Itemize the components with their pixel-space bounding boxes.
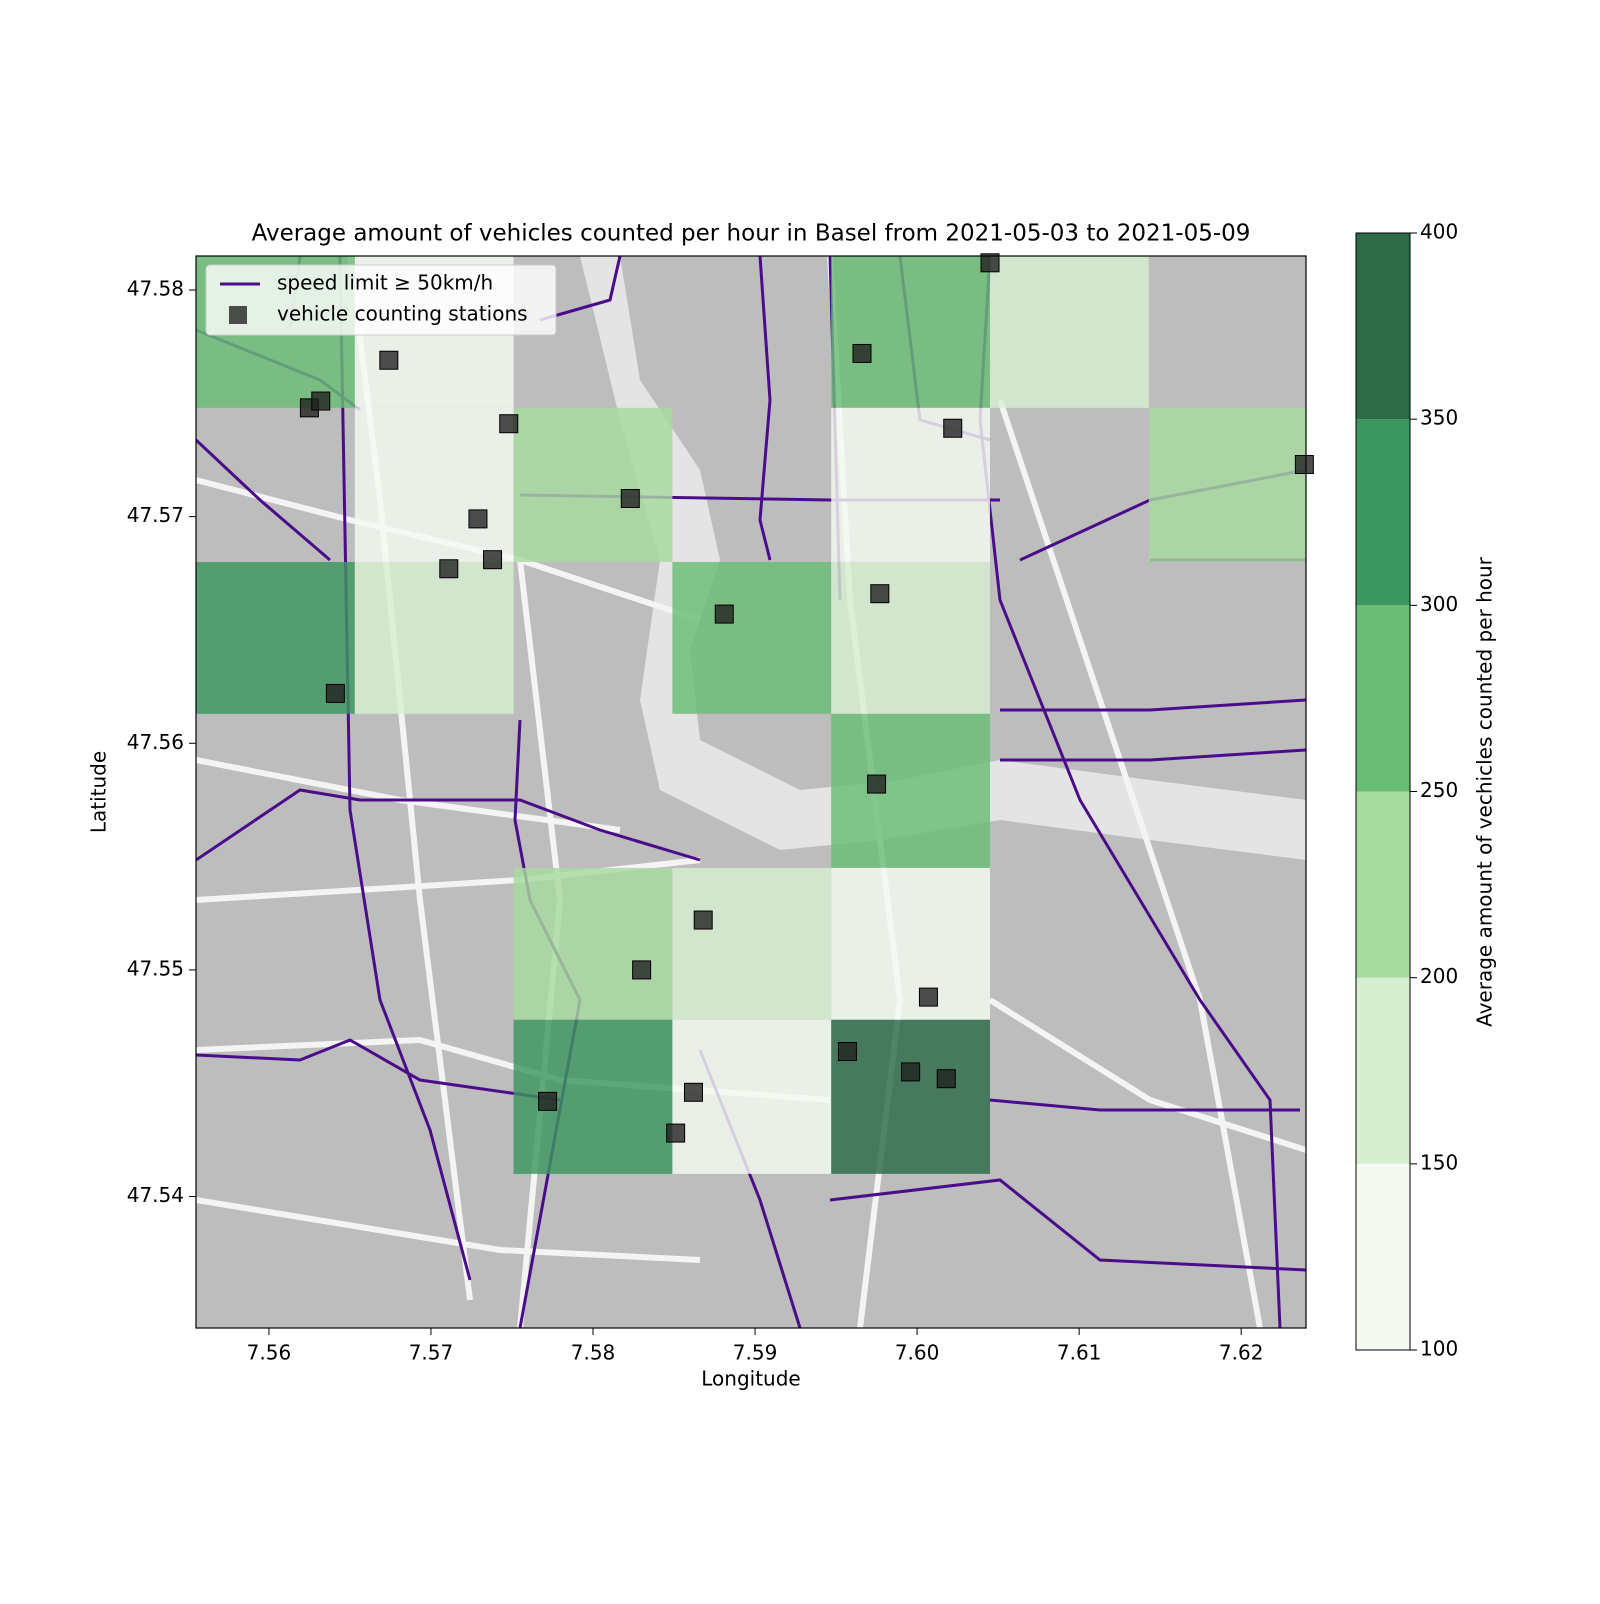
station (867, 774, 887, 794)
legend-box (205, 264, 557, 336)
heatmap-cell (990, 256, 1149, 408)
y-tick-label: 47.56 (127, 730, 184, 754)
station (870, 584, 890, 604)
heatmap-cell (354, 407, 514, 562)
station (311, 391, 331, 411)
colorbar-tick-label: 200 (1420, 964, 1458, 988)
colorbar-tick-label: 400 (1420, 220, 1458, 244)
heatmap-cell (831, 256, 991, 408)
x-axis-label: Longitude (701, 1367, 800, 1391)
heatmap-cell (831, 867, 991, 1020)
heatmap-cell (831, 561, 991, 714)
heatmap-cell (354, 561, 514, 714)
colorbar-segment (1356, 419, 1410, 606)
colorbar-tick-label: 250 (1420, 778, 1458, 802)
colorbar-segment (1356, 791, 1410, 978)
x-tick-label: 7.60 (895, 1341, 940, 1365)
colorbar-segment (1356, 605, 1410, 792)
station (901, 1062, 921, 1082)
heatmap-cell (672, 867, 832, 1020)
station (468, 509, 488, 529)
colorbar-tick-label: 300 (1420, 592, 1458, 616)
heatmap-cell (513, 407, 673, 562)
station (325, 683, 345, 703)
x-tick-label: 7.58 (571, 1341, 616, 1365)
colorbar-segment (1356, 977, 1410, 1164)
station (852, 343, 872, 363)
heatmap-cell (672, 561, 832, 714)
river (580, 256, 1306, 860)
y-tick-label: 47.55 (127, 956, 184, 980)
legend-label: speed limit ≥ 50km/h (277, 271, 493, 295)
colorbar-segment (1356, 1163, 1410, 1350)
heatmap-cell (513, 867, 673, 1020)
x-tick-label: 7.56 (247, 1341, 292, 1365)
station (918, 987, 938, 1007)
colorbar-label: Average amount of vechicles counted per … (1473, 556, 1497, 1027)
station (1294, 455, 1314, 475)
legend-label: vehicle counting stations (277, 302, 528, 326)
station (483, 550, 503, 570)
station (538, 1091, 558, 1111)
heatmap-cell (831, 713, 991, 868)
x-tick-label: 7.57 (409, 1341, 454, 1365)
chart-title: Average amount of vehicles counted per h… (252, 221, 1251, 247)
colorbar-tick-label: 150 (1420, 1150, 1458, 1174)
colorbar-tick-label: 100 (1420, 1337, 1458, 1361)
y-tick-label: 47.58 (127, 276, 184, 300)
station (693, 910, 713, 930)
colorbar-tick-label: 350 (1420, 406, 1458, 430)
station (980, 253, 1000, 273)
station (837, 1042, 857, 1062)
station (943, 418, 963, 438)
station (620, 489, 640, 509)
colorbar-segment (1356, 233, 1410, 420)
heatmap-cell (1148, 407, 1306, 562)
station (666, 1123, 686, 1143)
heatmap-cell (513, 1019, 673, 1174)
legend: speed limit ≥ 50km/h vehicle counting st… (205, 264, 557, 336)
station (499, 414, 519, 434)
station (379, 350, 399, 370)
x-tick-label: 7.62 (1219, 1341, 1264, 1365)
x-tick-label: 7.61 (1057, 1341, 1102, 1365)
station (683, 1082, 703, 1102)
station (439, 559, 459, 579)
y-tick-label: 47.54 (127, 1183, 184, 1207)
heatmap-cell (831, 407, 991, 562)
legend-station-swatch (229, 306, 247, 324)
y-tick-label: 47.57 (127, 503, 184, 527)
station (632, 960, 652, 980)
x-tick-label: 7.59 (733, 1341, 778, 1365)
station (714, 604, 734, 624)
stations-layer (299, 253, 1314, 1143)
heatmap-cell (831, 1019, 991, 1174)
y-axis-label: Latitude (87, 751, 111, 833)
station (936, 1069, 956, 1089)
plot-frame (195, 255, 1307, 1329)
